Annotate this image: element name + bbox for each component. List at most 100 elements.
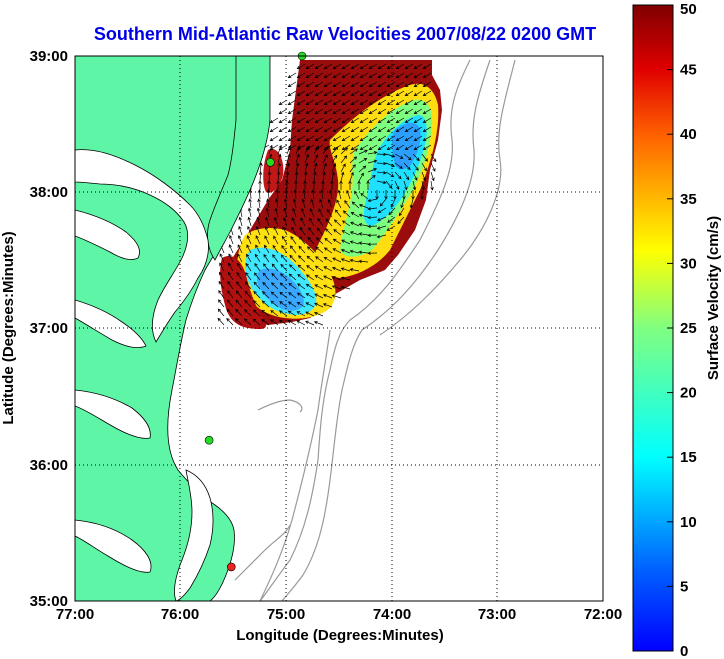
velocity-arrow [358,204,369,209]
velocity-arrow [358,241,369,245]
velocity-arrow [332,248,342,254]
velocity-arrow [403,171,410,181]
velocity-arrow [368,144,378,151]
velocity-arrow [264,235,270,245]
velocity-arrow [285,180,289,190]
velocity-arrow [226,308,234,317]
velocity-arrow [253,290,261,299]
velocity-arrow [314,275,324,281]
velocity-arrow [350,90,360,97]
velocity-arrow [272,244,279,254]
velocity-arrow [322,154,328,164]
velocity-arrow [315,246,324,254]
velocity-arrow [270,319,279,326]
velocity-arrow [341,239,351,245]
velocity-arrow [349,249,360,254]
velocity-arrow [256,207,261,218]
velocity-arrow [341,63,351,70]
velocity-arrow [367,175,376,182]
velocity-arrow [412,162,419,171]
velocity-arrow [288,282,297,290]
velocity-arrow [323,81,333,88]
velocity-arrow [253,281,261,290]
velocity-arrow [422,81,432,88]
velocity-arrow [422,72,432,79]
velocity-arrow [303,180,307,190]
velocity-arrow [323,99,333,106]
velocity-arrow [305,320,315,326]
velocity-arrow [313,145,319,155]
velocity-arrow [265,207,270,218]
velocity-arrow [349,258,360,263]
velocity-arrow [307,236,315,245]
velocity-arrow [342,220,351,227]
velocity-arrow [296,81,306,88]
velocity-arrow [386,135,396,142]
velocity-arrow [367,215,378,220]
velocity-arrow [323,247,333,254]
velocity-arrow [367,224,378,229]
station-marker [266,157,275,167]
velocity-arrow [377,63,387,70]
velocity-arrow [377,90,387,97]
velocity-arrow [403,162,411,171]
velocity-arrow [301,198,306,209]
velocity-arrow [334,209,342,218]
velocity-arrow [256,216,261,227]
velocity-arrow [286,144,292,155]
velocity-arrow [271,263,279,272]
velocity-arrow [258,171,263,182]
velocity-arrow [385,153,396,158]
velocity-arrow [359,90,369,97]
velocity-arrow [228,262,234,272]
velocity-arrow [247,207,252,218]
velocity-arrow [413,81,423,88]
velocity-arrow [286,153,291,164]
velocity-arrow [299,226,306,236]
velocity-arrow [296,99,306,106]
velocity-arrow [236,271,243,281]
velocity-arrow [377,135,387,142]
velocity-arrow [404,126,414,133]
velocity-arrow [281,245,288,254]
velocity-arrow [340,171,345,182]
velocity-arrow [333,219,342,227]
velocity-arrow [412,153,420,162]
velocity-arrow [413,144,423,151]
velocity-arrow [287,310,297,317]
velocity-arrow [376,180,387,185]
velocity-arrow [368,117,378,124]
velocity-arrow [289,264,297,272]
velocity-arrow [323,135,333,142]
velocity-arrow [332,238,342,245]
velocity-arrow [236,262,243,272]
velocity-arrow [341,108,351,115]
velocity-arrow [305,72,315,79]
velocity-arrow [244,299,252,308]
velocity-arrow [385,162,396,168]
velocity-arrow [321,180,325,190]
y-tick-label: 36:00 [30,457,68,474]
velocity-arrow [359,108,369,115]
velocity-arrow [316,227,324,236]
velocity-arrow [291,226,297,236]
velocity-arrow [236,281,243,290]
velocity-arrow [314,293,324,299]
velocity-arrow [330,180,334,190]
colorbar-tick-label: 0 [680,643,688,659]
velocity-arrow [409,198,414,209]
velocity-arrow [287,320,297,326]
velocity-arrow [235,308,243,317]
velocity-arrow [305,311,315,317]
velocity-arrow [344,200,351,209]
velocity-arrow [262,281,270,290]
velocity-arrow [280,273,288,281]
velocity-arrow [397,216,405,225]
velocity-arrow [218,290,225,299]
y-tick-label: 35:00 [30,593,68,610]
velocity-arrow [296,311,306,317]
velocity-arrow [297,264,306,272]
velocity-arrow [395,126,405,133]
velocity-arrow [255,235,261,245]
